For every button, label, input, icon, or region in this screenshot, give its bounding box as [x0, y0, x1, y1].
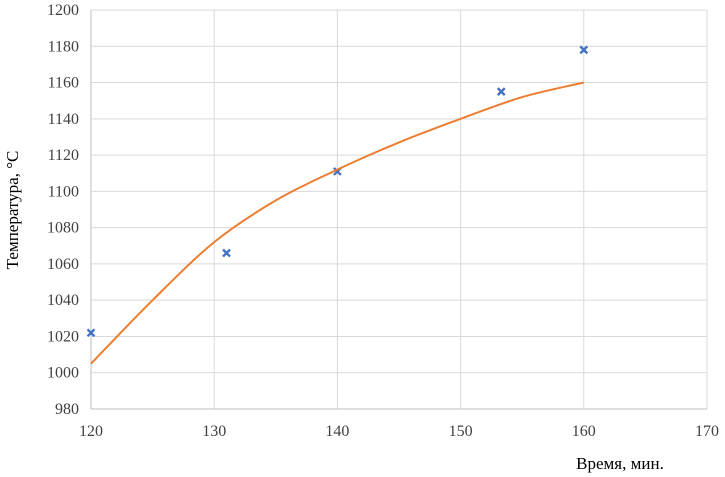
x-tick-label: 130: [202, 423, 226, 440]
y-tick-label: 1160: [48, 75, 79, 92]
data-point-marker: [86, 328, 96, 338]
x-axis-title: Время, мин.: [576, 454, 664, 473]
x-tick-label: 150: [449, 423, 473, 440]
x-tick-label: 170: [695, 423, 719, 440]
data-point-marker: [496, 87, 506, 96]
x-tick-label: 120: [79, 423, 103, 440]
x-tick-label: 160: [572, 423, 596, 440]
series-layer: [86, 45, 589, 365]
axes: [90, 10, 707, 410]
data-point-marker: [222, 248, 231, 258]
y-tick-label: 1000: [47, 365, 79, 382]
fit-curve: [90, 81, 585, 365]
y-tick-label: 1060: [47, 256, 79, 273]
y-tick-labels: 980 1000 1020 1040 1060 1080 1100 1120 1140 1160 1…: [47, 2, 79, 418]
x-tick-labels: 120 130 140 150 160 170: [79, 423, 719, 440]
grid-lines: [91, 9, 708, 409]
y-axis-title: Температура, °C: [3, 151, 22, 270]
y-tick-label: 1100: [48, 183, 79, 200]
data-point-marker: [579, 45, 589, 55]
y-tick-label: 1080: [47, 220, 79, 237]
y-tick-label: 1180: [48, 38, 79, 55]
y-tick-label: 980: [55, 401, 79, 418]
y-tick-label: 1200: [47, 2, 79, 19]
y-tick-label: 1040: [47, 292, 79, 309]
y-tick-label: 1020: [47, 328, 79, 345]
x-tick-label: 140: [325, 423, 349, 440]
y-tick-label: 1120: [48, 147, 79, 164]
y-tick-label: 1140: [48, 111, 79, 128]
